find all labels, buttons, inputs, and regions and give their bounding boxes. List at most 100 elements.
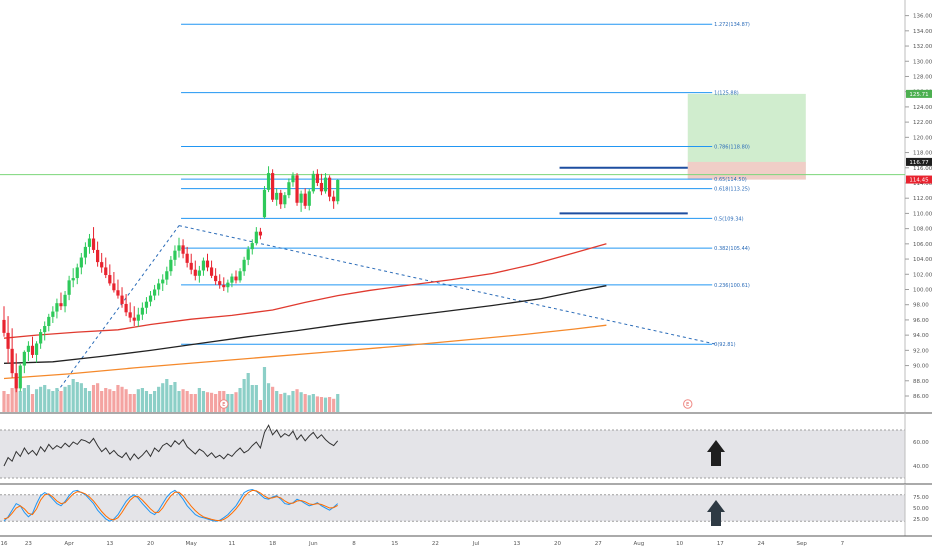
stochastic-band [0, 494, 905, 522]
candle[interactable] [226, 279, 230, 293]
candle[interactable] [218, 274, 222, 289]
candle[interactable] [254, 227, 258, 246]
candle[interactable] [291, 172, 295, 187]
candle[interactable] [303, 188, 307, 209]
candle[interactable] [197, 265, 201, 283]
candle[interactable] [83, 242, 87, 265]
candle[interactable] [59, 292, 63, 311]
earnings-marker[interactable] [683, 399, 693, 409]
candle[interactable] [116, 279, 120, 299]
candle[interactable] [185, 246, 189, 268]
candle[interactable] [136, 307, 140, 327]
candle[interactable] [14, 353, 18, 393]
candle[interactable] [2, 306, 6, 337]
candle[interactable] [43, 321, 47, 341]
candle[interactable] [63, 291, 67, 313]
rsi-panel[interactable]: 40.00 60.00 [0, 413, 932, 485]
candle[interactable] [51, 306, 55, 323]
candle[interactable] [271, 169, 275, 202]
candle[interactable] [67, 275, 71, 301]
candle[interactable] [295, 173, 299, 206]
candle[interactable] [161, 274, 165, 292]
volume-bar [112, 391, 116, 412]
price-tick-label: 88.00 [913, 379, 929, 385]
candle[interactable] [152, 284, 157, 301]
candle[interactable] [287, 178, 291, 199]
candle[interactable] [262, 186, 267, 219]
candle[interactable] [34, 341, 39, 363]
earnings-marker[interactable] [219, 399, 229, 409]
candle[interactable] [18, 364, 22, 392]
candle[interactable] [87, 233, 92, 254]
candle[interactable] [222, 277, 226, 292]
candle[interactable] [10, 328, 14, 378]
candle[interactable] [157, 278, 161, 296]
candle[interactable] [6, 316, 10, 364]
candle[interactable] [230, 273, 234, 288]
candle[interactable] [323, 173, 328, 194]
candle[interactable] [307, 189, 311, 211]
candle[interactable] [112, 271, 116, 293]
candle[interactable] [266, 166, 271, 193]
candle[interactable] [177, 237, 181, 258]
candle[interactable] [75, 263, 79, 285]
candle[interactable] [336, 179, 340, 205]
candle[interactable] [205, 253, 210, 272]
candle[interactable] [238, 268, 242, 283]
candle[interactable] [201, 257, 206, 276]
volume-bar [79, 383, 83, 412]
candle[interactable] [79, 252, 83, 275]
candle[interactable] [234, 270, 238, 284]
candle[interactable] [108, 264, 112, 286]
candle[interactable] [144, 297, 149, 314]
candle[interactable] [246, 246, 250, 266]
candle[interactable] [181, 239, 185, 259]
candle[interactable] [71, 268, 75, 288]
candle[interactable] [315, 169, 319, 187]
candle[interactable] [283, 192, 287, 209]
candle[interactable] [30, 336, 35, 358]
candle[interactable] [332, 190, 336, 209]
candle[interactable] [165, 266, 169, 285]
candle[interactable] [214, 268, 218, 285]
candle[interactable] [39, 329, 43, 349]
stochastic-tick-label: 75.00 [913, 495, 929, 501]
candle[interactable] [55, 298, 59, 319]
candle[interactable] [209, 260, 214, 279]
stochastic-panel[interactable]: 25.00 50.00 75.00 [0, 484, 932, 537]
candle[interactable] [311, 170, 315, 194]
rsi-band [0, 430, 905, 478]
candle[interactable] [120, 287, 124, 308]
candle[interactable] [22, 350, 26, 374]
candle[interactable] [193, 260, 197, 281]
volume-bar [39, 386, 43, 412]
price-panel[interactable]: 86.00 88.00 90.00 92.00 94.00 96.00 98.00 100.0… [0, 0, 932, 414]
candle[interactable] [47, 313, 51, 332]
candle[interactable] [242, 256, 246, 276]
candle[interactable] [140, 302, 144, 320]
candle[interactable] [124, 294, 128, 317]
price-tick-label: 104.00 [913, 257, 932, 263]
candle[interactable] [299, 190, 303, 212]
candle[interactable] [132, 306, 136, 327]
volume-bar [254, 385, 258, 412]
candle[interactable] [148, 291, 153, 307]
candle-body [63, 294, 67, 307]
candle[interactable] [275, 188, 279, 206]
candle[interactable] [189, 253, 193, 275]
candle[interactable] [96, 241, 100, 267]
candle[interactable] [319, 173, 324, 196]
fib-level-label: 0.786(118.80) [714, 144, 750, 150]
candle[interactable] [173, 245, 177, 266]
candle[interactable] [128, 302, 132, 323]
candle[interactable] [26, 341, 31, 362]
candle[interactable] [258, 227, 263, 240]
candle[interactable] [279, 189, 283, 209]
candle[interactable] [100, 252, 104, 273]
candle[interactable] [250, 239, 254, 255]
candle[interactable] [328, 175, 332, 202]
candle[interactable] [169, 256, 173, 276]
candle[interactable] [91, 227, 96, 253]
candle[interactable] [104, 257, 108, 279]
